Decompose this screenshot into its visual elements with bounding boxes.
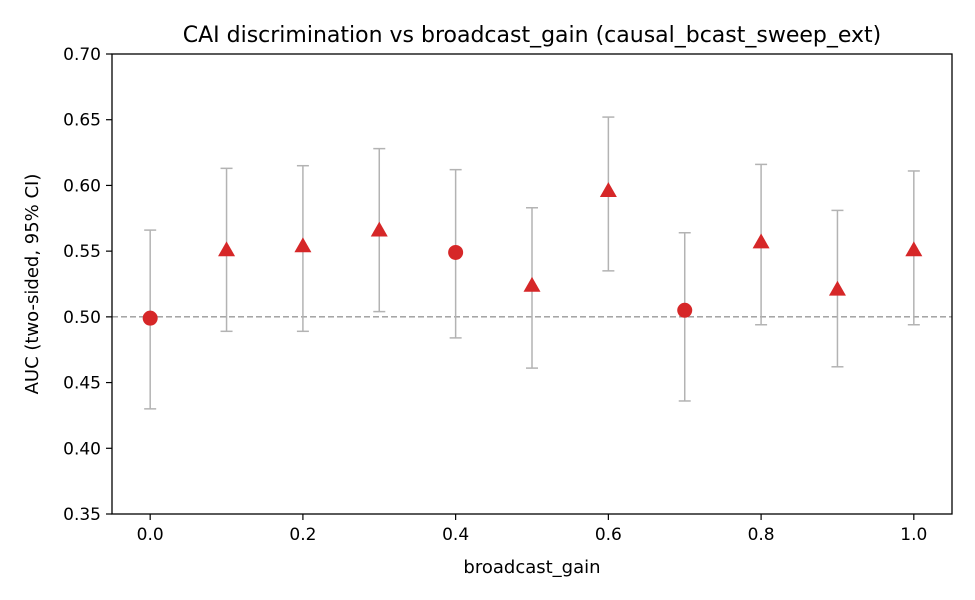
x-tick-label: 0.2 <box>289 525 316 545</box>
data-point-3 <box>370 147 388 313</box>
y-tick-label: 0.35 <box>63 505 101 525</box>
data-point-7 <box>677 231 693 402</box>
y-tick-label: 0.60 <box>63 176 101 196</box>
y-axis-label: AUC (two-sided, 95% CI) <box>22 174 43 395</box>
x-tick-label: 0.8 <box>748 525 775 545</box>
data-point-2 <box>294 164 312 333</box>
marker-triangle <box>599 182 617 198</box>
y-tick-label: 0.40 <box>63 439 101 459</box>
data-point-8 <box>752 163 770 326</box>
plot-area <box>112 116 952 410</box>
marker-triangle <box>905 241 923 257</box>
axes-frame <box>111 53 953 515</box>
marker-circle <box>142 310 158 326</box>
chart-title: CAI discrimination vs broadcast_gain (ca… <box>183 23 882 48</box>
marker-triangle <box>523 276 541 292</box>
marker-triangle <box>218 241 236 257</box>
marker-triangle <box>370 221 388 237</box>
y-tick-label: 0.70 <box>63 45 101 65</box>
marker-triangle <box>294 237 312 253</box>
x-tick-label: 0.0 <box>137 525 164 545</box>
y-tick-label: 0.45 <box>63 374 101 394</box>
marker-triangle <box>752 233 770 249</box>
y-tick-label: 0.50 <box>63 308 101 328</box>
y-tick-label: 0.65 <box>63 111 101 131</box>
marker-circle <box>677 302 693 318</box>
x-tick-label: 0.4 <box>442 525 469 545</box>
data-point-0 <box>142 229 158 410</box>
data-point-6 <box>599 116 617 272</box>
y-tick-label: 0.55 <box>63 242 101 262</box>
x-tick-label: 0.6 <box>595 525 622 545</box>
data-point-1 <box>218 167 236 333</box>
x-axis-label: broadcast_gain <box>463 557 600 578</box>
data-point-9 <box>828 209 846 368</box>
data-point-5 <box>523 207 541 369</box>
y-ticks: 0.35 0.40 0.45 0.50 0.55 0.60 0.65 0.70 <box>63 45 112 525</box>
marker-circle <box>448 244 464 260</box>
x-ticks: 0.0 0.2 0.4 0.6 0.8 1.0 <box>137 514 927 545</box>
x-tick-label: 1.0 <box>900 525 927 545</box>
data-point-10 <box>905 170 923 326</box>
data-point-4 <box>448 168 464 339</box>
marker-triangle <box>828 280 846 296</box>
